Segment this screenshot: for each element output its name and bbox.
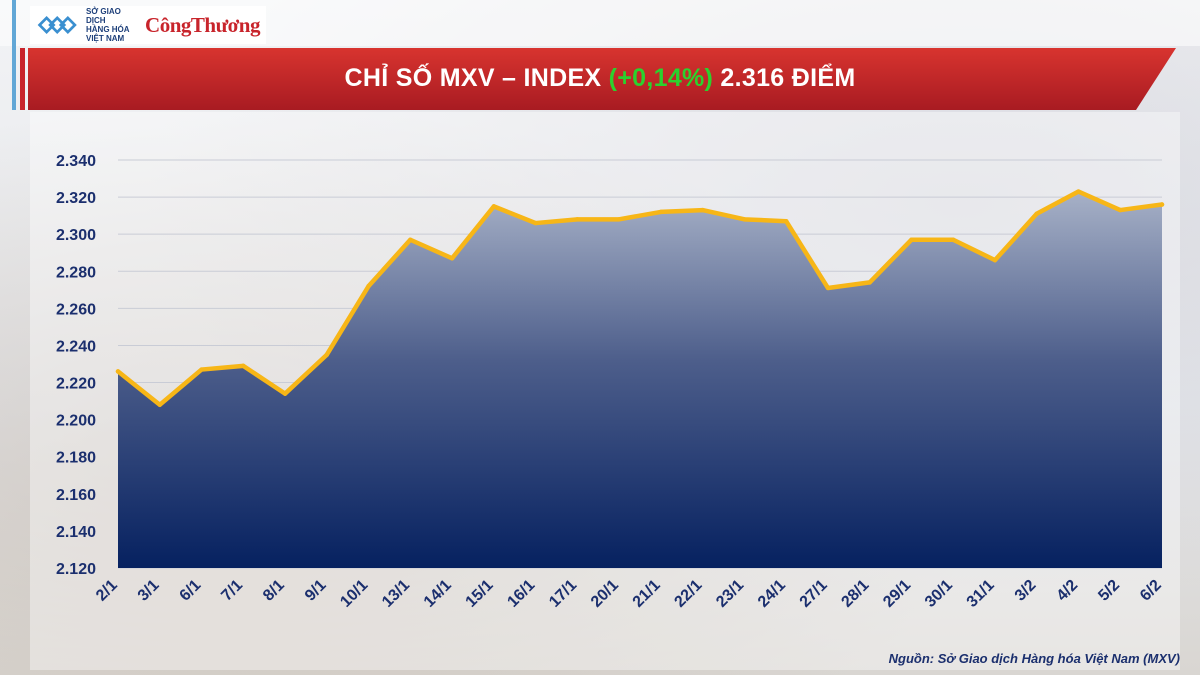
data-point (115, 369, 121, 374)
x-tick-label: 28/1 (838, 577, 872, 611)
mxv-logo-icon (37, 16, 77, 34)
title-suffix: 2.316 ĐIỂM (713, 64, 856, 92)
x-tick-label: 24/1 (755, 577, 789, 611)
y-tick-label: 2.260 (56, 301, 96, 318)
y-tick-label: 2.120 (56, 561, 96, 578)
data-point (616, 217, 622, 222)
y-tick-label: 2.320 (56, 190, 96, 207)
data-point (324, 352, 329, 357)
x-tick-label: 9/1 (302, 577, 330, 605)
mxv-logo-line: HÀNG HÓA (85, 25, 130, 34)
data-point (491, 204, 497, 209)
x-tick-label: 15/1 (463, 577, 497, 611)
data-point (1159, 202, 1165, 207)
x-axis: 2/1 3/1 6/1 7/1 8/1 9/1 10/1 13/1 14/1 15/1 16/1 17… (93, 577, 1165, 611)
x-tick-label: 13/1 (379, 577, 413, 611)
source-note: Nguồn: Sở Giao dịch Hàng hóa Việt Nam (M… (888, 651, 1180, 666)
x-tick-label: 22/1 (671, 577, 705, 611)
title-prefix: CHỈ SỐ MXV – INDEX (344, 64, 609, 92)
data-point (742, 217, 747, 222)
x-tick-label: 16/1 (504, 577, 538, 611)
data-point (533, 220, 538, 226)
data-point (199, 367, 204, 372)
data-point (992, 257, 998, 263)
x-tick-label: 3/2 (1012, 577, 1040, 605)
y-tick-label: 2.180 (56, 450, 96, 467)
y-tick-label: 2.280 (56, 264, 96, 281)
y-tick-label: 2.300 (56, 227, 96, 244)
x-tick-label: 23/1 (713, 577, 747, 611)
x-tick-label: 31/1 (964, 577, 998, 611)
x-tick-label: 29/1 (880, 577, 914, 611)
data-point (241, 363, 246, 369)
left-accent-stripe (12, 0, 16, 110)
x-tick-label: 6/1 (177, 577, 205, 605)
data-point (1034, 211, 1039, 216)
y-axis: 2.120 2.140 2.160 2.180 2.200 2.220 2.240 2.260… (56, 153, 96, 578)
congthuong-logo: CôngThương (145, 12, 260, 37)
series-points (115, 189, 1165, 407)
data-point (783, 219, 789, 224)
series-area (118, 191, 1162, 568)
x-tick-label: 30/1 (922, 577, 956, 611)
x-tick-label: 4/2 (1054, 577, 1082, 605)
data-point (1118, 207, 1123, 213)
mxv-logo-text: SỞ GIAO DỊCH HÀNG HÓA VIỆT NAM (86, 7, 139, 43)
data-point (408, 237, 413, 242)
y-tick-label: 2.160 (56, 487, 96, 504)
y-tick-label: 2.220 (56, 376, 96, 393)
data-point (951, 237, 956, 242)
x-tick-label: 17/1 (546, 577, 580, 611)
data-point (575, 217, 580, 222)
x-tick-label: 10/1 (337, 577, 371, 611)
data-point (366, 283, 371, 289)
chart-title: CHỈ SỐ MXV – INDEX (+0,14%) 2.316 ĐIỂM (0, 64, 1200, 93)
x-tick-label: 6/2 (1137, 577, 1165, 605)
title-banner (20, 48, 1176, 110)
y-tick-label: 2.340 (56, 153, 96, 170)
title-change: (+0,14%) (608, 64, 714, 92)
logo-area: SỞ GIAO DỊCH HÀNG HÓA VIỆT NAM CôngThươn… (30, 6, 266, 44)
x-tick-label: 7/1 (218, 577, 246, 605)
x-tick-label: 20/1 (588, 577, 622, 611)
x-tick-label: 3/1 (135, 577, 163, 605)
y-tick-label: 2.240 (56, 338, 96, 355)
data-point (157, 402, 162, 407)
mxv-logo-line: SỞ GIAO DỊCH (85, 7, 121, 25)
data-point (282, 391, 288, 396)
x-tick-label: 21/1 (630, 577, 664, 611)
data-point (867, 280, 872, 285)
data-point (909, 237, 914, 242)
x-tick-label: 27/1 (797, 577, 831, 611)
x-tick-label: 14/1 (421, 577, 455, 611)
x-tick-label: 8/1 (260, 577, 288, 605)
y-tick-label: 2.140 (56, 524, 96, 541)
mxv-logo-line: VIỆT NAM (85, 34, 125, 43)
data-point (658, 209, 664, 215)
y-tick-label: 2.200 (56, 413, 96, 430)
data-point (449, 256, 455, 261)
data-point (1076, 189, 1081, 194)
series-line (115, 189, 1165, 408)
x-tick-label: 2/1 (93, 577, 121, 605)
data-point (825, 285, 831, 291)
x-tick-label: 5/2 (1095, 577, 1123, 605)
data-point (700, 207, 705, 213)
